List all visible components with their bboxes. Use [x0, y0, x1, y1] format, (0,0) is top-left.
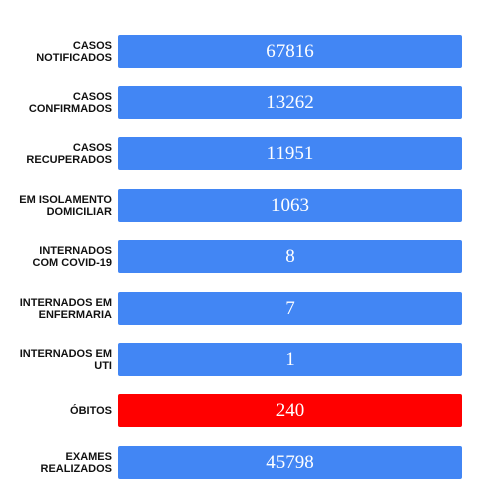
- stat-value-bar: 45798: [118, 446, 462, 479]
- stat-value: 67816: [266, 40, 314, 62]
- stat-row-casos-recuperados: CASOS RECUPERADOS 11951: [0, 137, 480, 170]
- stat-value-bar-danger: 240: [118, 394, 462, 427]
- stat-label: INTERNADOS COM COVID-19: [32, 244, 112, 269]
- stat-value: 1: [285, 348, 295, 370]
- stat-value: 11951: [266, 142, 314, 164]
- stat-label: ÓBITOS: [70, 404, 112, 417]
- stat-value-bar: 1063: [118, 189, 462, 222]
- stat-value-bar: 1: [118, 343, 462, 376]
- stat-value-bar: 8: [118, 240, 462, 273]
- stat-value-bar: 7: [118, 292, 462, 325]
- stat-value-bar: 11951: [118, 137, 462, 170]
- stat-label: CASOS CONFIRMADOS: [28, 90, 112, 115]
- stat-label: EXAMES REALIZADOS: [40, 450, 113, 475]
- stat-value: 13262: [266, 91, 314, 113]
- stat-row-exames-realizados: EXAMES REALIZADOS 45798: [0, 446, 480, 479]
- stat-value: 240: [275, 399, 305, 421]
- stat-row-isolamento-domiciliar: EM ISOLAMENTO DOMICILIAR 1063: [0, 189, 480, 222]
- stat-row-casos-notificados: CASOS NOTIFICADOS 67816: [0, 35, 480, 68]
- stat-row-casos-confirmados: CASOS CONFIRMADOS 13262: [0, 86, 480, 119]
- stat-value: 7: [285, 297, 295, 319]
- stat-label: CASOS RECUPERADOS: [26, 141, 112, 166]
- stat-value-bar: 13262: [118, 86, 462, 119]
- stat-label: INTERNADOS EM ENFERMARIA: [19, 296, 112, 321]
- stat-value-bar: 67816: [118, 35, 462, 68]
- stat-row-internados-uti: INTERNADOS EM UTI 1: [0, 343, 480, 376]
- stat-value: 8: [285, 245, 295, 267]
- stat-label: EM ISOLAMENTO DOMICILIAR: [19, 193, 112, 218]
- stat-label: INTERNADOS EM UTI: [19, 347, 112, 372]
- stat-row-internados-enfermaria: INTERNADOS EM ENFERMARIA 7: [0, 292, 480, 325]
- stat-value: 45798: [266, 451, 314, 473]
- stat-label: CASOS NOTIFICADOS: [36, 39, 112, 64]
- stat-row-obitos: ÓBITOS 240: [0, 394, 480, 427]
- stat-value: 1063: [271, 194, 309, 216]
- stat-row-internados-covid: INTERNADOS COM COVID-19 8: [0, 240, 480, 273]
